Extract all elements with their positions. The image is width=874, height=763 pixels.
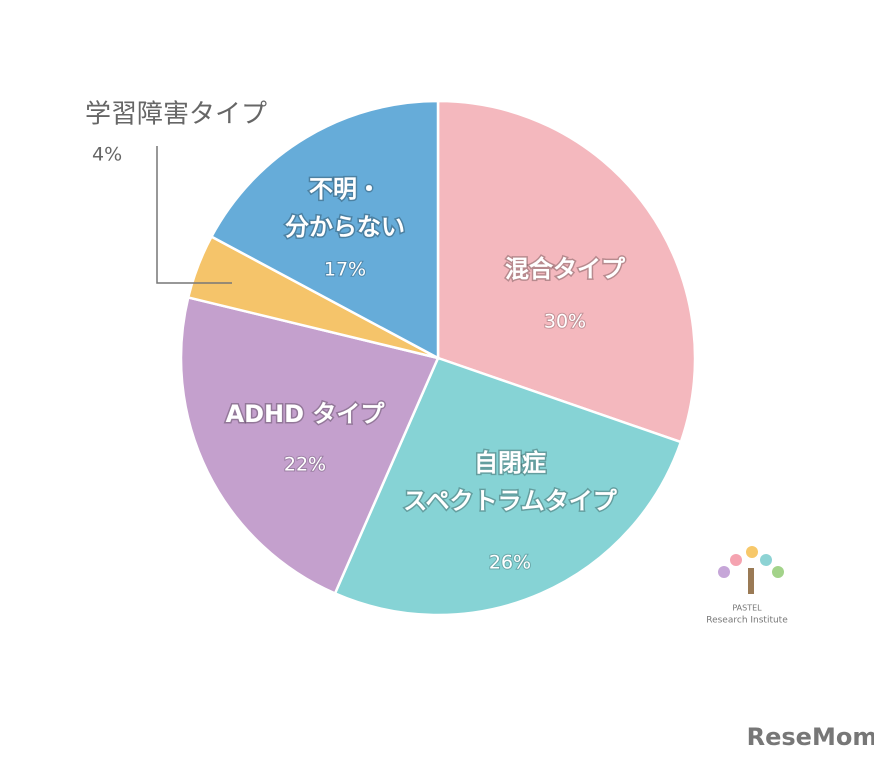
logo-text: Research Institute	[706, 616, 788, 626]
value-label: 22%	[284, 454, 326, 476]
slice-label: 自閉症スペクトラムタイプ	[403, 449, 618, 515]
value-label: 26%	[489, 552, 531, 574]
logo	[718, 546, 784, 594]
slice-label: 不明・分からない	[285, 175, 405, 241]
pie: 混合タイプ 30% 自閉症スペクトラムタイプ 26% ADHD タイプ 22% 学習障害タイ…	[85, 99, 697, 617]
logo-text: PASTEL	[732, 604, 762, 613]
value-label: 30%	[544, 311, 586, 333]
slice-label: 学習障害タイプ	[85, 100, 267, 130]
slice-label: ADHD タイプ	[226, 400, 386, 428]
watermark: ReseMom	[747, 723, 874, 751]
slice-label: 混合タイプ	[505, 255, 626, 283]
pie-slice	[436, 99, 697, 444]
value-label: 17%	[324, 259, 366, 281]
value-label: 4%	[92, 144, 122, 166]
pie-slice	[333, 356, 683, 617]
pie-slice	[209, 99, 440, 361]
pie-slice	[179, 295, 440, 596]
leader-line	[156, 146, 232, 284]
